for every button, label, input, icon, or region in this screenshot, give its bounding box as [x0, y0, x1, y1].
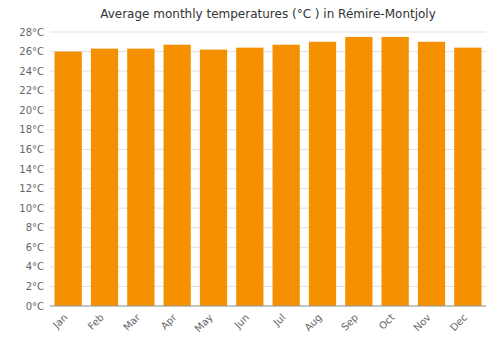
y-tick-label: 26°C: [19, 46, 44, 57]
y-tick-label: 16°C: [19, 144, 44, 155]
bar: [309, 42, 336, 306]
bar: [127, 49, 154, 306]
y-tick-label: 18°C: [19, 124, 44, 135]
y-tick-label: 22°C: [19, 85, 44, 96]
x-axis-line: [50, 306, 486, 307]
bar: [55, 52, 82, 306]
x-tick-label: Jun: [232, 312, 252, 332]
y-tick-label: 2°C: [26, 281, 44, 292]
y-tick-label: 24°C: [19, 66, 44, 77]
bar: [200, 50, 227, 306]
grid-line: [50, 32, 486, 33]
x-tick-label: May: [193, 312, 215, 334]
y-tick-label: 4°C: [26, 261, 44, 272]
x-tick-label: Mar: [121, 311, 143, 333]
bar: [236, 48, 263, 306]
x-tick-label: Aug: [302, 312, 324, 334]
grid-line: [50, 306, 486, 307]
x-tick-label: Jul: [271, 312, 288, 329]
chart-container: Average monthly temperatures (°C ) in Ré…: [0, 0, 500, 350]
x-tick-label: Oct: [377, 312, 397, 332]
bar: [418, 42, 445, 306]
x-tick-label: Nov: [411, 312, 433, 334]
bar: [273, 45, 300, 306]
title: Average monthly temperatures (°C ) in Ré…: [100, 7, 436, 21]
y-tick-label: 8°C: [26, 222, 44, 233]
y-tick-label: 0°C: [26, 301, 44, 312]
y-tick-label: 20°C: [19, 105, 44, 116]
bar: [164, 45, 191, 306]
y-tick-label: 28°C: [19, 27, 44, 38]
x-tick-label: Feb: [86, 312, 106, 332]
bar: [382, 37, 409, 306]
bar: [91, 49, 118, 306]
bar: [345, 37, 372, 306]
bar: [454, 48, 481, 306]
y-axis: 0°C 2°C 4°C 6°C 8°C 10°C 12°C 14°C 16°C 18°C 20°C 2…: [19, 27, 486, 312]
y-tick-label: 6°C: [26, 242, 44, 253]
y-tick-label: 10°C: [19, 203, 44, 214]
y-tick-label: 12°C: [19, 183, 44, 194]
bars: [55, 37, 482, 306]
x-tick-label: Sep: [339, 312, 360, 333]
x-tick-label: Apr: [159, 311, 180, 332]
x-tick-label: Dec: [448, 312, 469, 333]
x-tick-label: Jan: [50, 312, 69, 331]
x-axis: Jan Feb Mar Apr May Jun Jul Aug Sep Oct Nov Dec: [50, 311, 469, 334]
y-tick-label: 14°C: [19, 164, 44, 175]
chart-svg: Average monthly temperatures (°C ) in Ré…: [0, 0, 500, 350]
